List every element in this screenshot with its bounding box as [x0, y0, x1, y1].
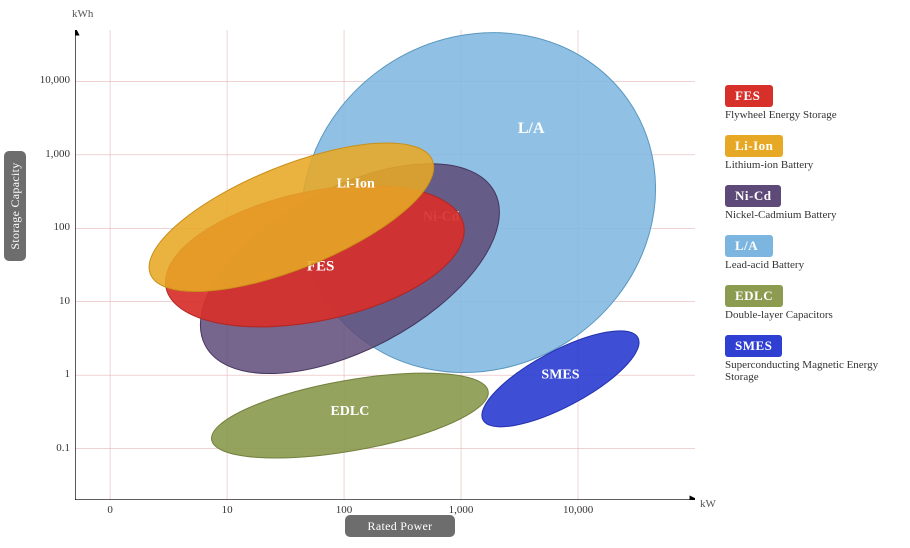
- y-tick-label: 10,000: [30, 74, 70, 86]
- legend-badge: FES: [725, 85, 773, 107]
- plot-area: L/ANi-CdFESLi-IonEDLCSMES: [75, 30, 695, 500]
- legend-badge: L/A: [725, 235, 773, 257]
- x-tick-label: 10: [212, 504, 242, 516]
- legend-item-liion: Li-Ion Lithium-ion Battery: [725, 135, 910, 171]
- x-axis-unit: kW: [700, 498, 716, 510]
- y-axis-label-pill: Storage Capacity: [4, 151, 26, 261]
- x-tick-label: 0: [95, 504, 125, 516]
- x-axis-label: Rated Power: [368, 519, 433, 534]
- legend-item-nicd: Ni-Cd Nickel-Cadmium Battery: [725, 185, 910, 221]
- ellipse-label-edlc: EDLC: [330, 404, 369, 419]
- y-tick-label: 1: [30, 368, 70, 380]
- y-axis-label: Storage Capacity: [8, 162, 23, 249]
- legend-desc: Nickel-Cadmium Battery: [725, 209, 910, 221]
- ellipse-label-smes: SMES: [541, 367, 579, 382]
- y-tick-label: 1,000: [30, 148, 70, 160]
- legend: FES Flywheel Energy Storage Li-Ion Lithium-…: [725, 85, 910, 397]
- x-tick-label: 100: [329, 504, 359, 516]
- legend-item-fes: FES Flywheel Energy Storage: [725, 85, 910, 121]
- legend-desc: Lithium-ion Battery: [725, 159, 910, 171]
- y-axis-unit: kWh: [72, 8, 93, 20]
- legend-desc: Double-layer Capacitors: [725, 309, 910, 321]
- ellipse-label-liion: Li-Ion: [337, 176, 375, 191]
- legend-desc: Superconducting Magnetic Energy Storage: [725, 359, 910, 383]
- storage-capacity-vs-rated-power-chart: Storage Capacity Rated Power kWh kW L/A N…: [0, 0, 910, 548]
- x-tick-label: 10,000: [563, 504, 593, 516]
- ellipse-edlc: EDLC: [206, 356, 495, 474]
- x-tick-label: 1,000: [446, 504, 476, 516]
- legend-badge: Li-Ion: [725, 135, 783, 157]
- legend-badge: Ni-Cd: [725, 185, 781, 207]
- y-tick-label: 10: [30, 295, 70, 307]
- legend-item-la: L/A Lead-acid Battery: [725, 235, 910, 271]
- y-tick-label: 0.1: [30, 442, 70, 454]
- x-axis-label-pill: Rated Power: [345, 515, 455, 537]
- legend-item-smes: SMESSuperconducting Magnetic Energy Stor…: [725, 335, 910, 383]
- legend-desc: Flywheel Energy Storage: [725, 109, 910, 121]
- legend-badge: EDLC: [725, 285, 783, 307]
- y-tick-label: 100: [30, 221, 70, 233]
- legend-item-edlc: EDLC Double-layer Capacitors: [725, 285, 910, 321]
- legend-desc: Lead-acid Battery: [725, 259, 910, 271]
- ellipse-label-la: L/A: [518, 120, 545, 137]
- legend-badge: SMES: [725, 335, 782, 357]
